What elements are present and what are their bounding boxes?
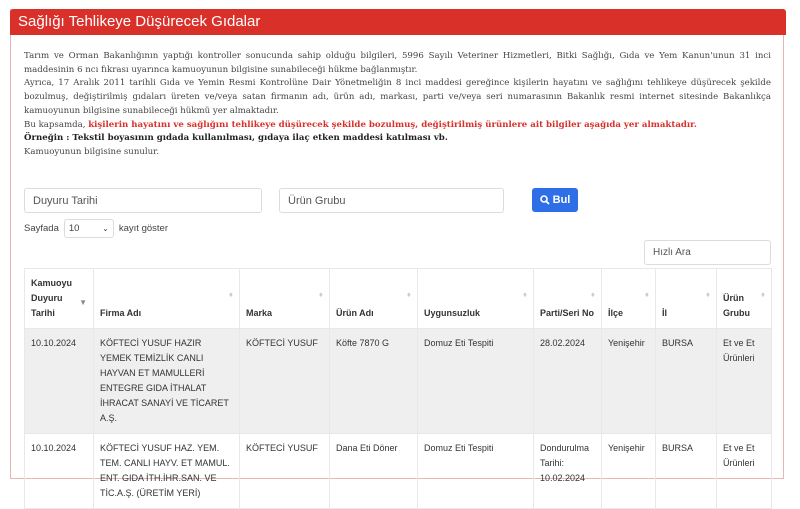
cell-product: Köfte 7870 G [329, 328, 418, 434]
intro-paragraph: Kamuoyunun bilgisine sunulur. [24, 146, 160, 157]
cell-group: Et ve Et Ürünleri [716, 433, 772, 509]
cell-batch: Dondurulma Tarihi: 10.02.2024 [533, 433, 602, 509]
column-label: Firma Adı [100, 308, 142, 318]
intro-paragraph: Ayrıca, 17 Aralık 2011 tarihli Gıda ve Y… [24, 78, 771, 116]
cell-batch: 28.02.2024 [533, 328, 602, 434]
foods-panel: Sağlığı Tehlikeye Düşürecek Gıdalar Tarı… [10, 9, 786, 509]
intro-prefix: Bu kapsamda, [24, 119, 89, 130]
column-header[interactable]: İlçe ♦ [601, 268, 656, 329]
page-length-select[interactable]: 10 ⌄ [63, 219, 114, 238]
cell-brand: KÖFTECİ YUSUF [239, 328, 330, 434]
search-button-label: Bul [552, 194, 571, 206]
column-label: Ürün Grubu [723, 293, 750, 318]
length-prefix: Sayfada [24, 223, 59, 234]
cell-company: KÖFTECİ YUSUF HAZ. YEM. TEM. CANLI HAYV.… [93, 433, 240, 509]
sort-icon: ♦ [318, 290, 323, 299]
column-header[interactable]: İl ♦ [655, 268, 717, 329]
column-header[interactable]: Ürün Adı ♦ [329, 268, 418, 329]
sort-icon: ♦ [228, 290, 233, 299]
cell-province: BURSA [655, 328, 717, 434]
table-row: 10.10.2024 KÖFTECİ YUSUF HAZ. YEM. TEM. … [24, 433, 772, 509]
column-label: Ürün Adı [336, 308, 374, 318]
table-header-row: Kamuoyu Duyuru Tarihi ▼ Firma Adı ♦ Marka ♦… [24, 268, 772, 329]
cell-violation: Domuz Eti Tespiti [417, 433, 534, 509]
column-header[interactable]: Parti/Seri No ♦ [533, 268, 602, 329]
column-label: Marka [246, 308, 273, 318]
intro-highlight: kişilerin hayatını ve sağlığını tehlikey… [88, 119, 697, 130]
cell-date: 10.10.2024 [24, 433, 94, 509]
column-label: Parti/Seri No [540, 308, 595, 318]
sort-icon: ♦ [406, 290, 411, 299]
intro-paragraph: Tarım ve Orman Bakanlığının yaptığı kont… [24, 51, 771, 75]
column-header[interactable]: Uygunsuzluk ♦ [417, 268, 534, 329]
column-header[interactable]: Ürün Grubu ♦ [716, 268, 772, 329]
sort-icon: ♦ [705, 290, 710, 299]
chevron-down-icon: ⌄ [102, 224, 109, 233]
cell-company: KÖFTECİ YUSUF HAZIR YEMEK TEMİZLİK CANLI… [93, 328, 240, 434]
table-row: 10.10.2024 KÖFTECİ YUSUF HAZIR YEMEK TEM… [24, 328, 772, 434]
search-icon [539, 195, 550, 205]
sort-icon: ♦ [644, 290, 649, 299]
page-length: Sayfada 10 ⌄ kayıt göster [24, 219, 168, 238]
date-filter-input[interactable]: Duyuru Tarihi [24, 188, 262, 213]
intro-paragraph: Bu kapsamda, kişilerin hayatını ve sağlı… [24, 119, 771, 133]
cell-province: BURSA [655, 433, 717, 509]
cell-date: 10.10.2024 [24, 328, 94, 434]
group-filter-input[interactable]: Ürün Grubu [279, 188, 504, 213]
column-label: İlçe [608, 308, 624, 318]
column-label: İl [662, 308, 668, 318]
cell-product: Dana Eti Döner [329, 433, 418, 509]
column-header[interactable]: Kamuoyu Duyuru Tarihi ▼ [24, 268, 94, 329]
page-length-value: 10 [68, 223, 80, 234]
column-header[interactable]: Firma Adı ♦ [93, 268, 240, 329]
sort-icon: ▼ [79, 298, 87, 307]
cell-district: Yenişehir [601, 328, 656, 434]
intro-text: Tarım ve Orman Bakanlığının yaptığı kont… [24, 50, 771, 160]
cell-violation: Domuz Eti Tespiti [417, 328, 534, 434]
column-label: Kamuoyu Duyuru Tarihi [31, 278, 73, 318]
intro-example: Örneğin : Tekstil boyasının gıdada kulla… [24, 133, 448, 144]
foods-table: Kamuoyu Duyuru Tarihi ▼ Firma Adı ♦ Marka ♦… [24, 268, 772, 509]
cell-group: Et ve Et Ürünleri [716, 328, 772, 434]
sort-icon: ♦ [590, 290, 595, 299]
search-button[interactable]: Bul [532, 188, 578, 212]
sort-icon: ♦ [522, 290, 527, 299]
page-title: Sağlığı Tehlikeye Düşürecek Gıdalar [10, 9, 786, 35]
quick-search-input[interactable]: Hızlı Ara [644, 240, 771, 265]
column-label: Uygunsuzluk [424, 308, 481, 318]
sort-icon: ♦ [760, 290, 765, 299]
cell-district: Yenişehir [601, 433, 656, 509]
column-header[interactable]: Marka ♦ [239, 268, 330, 329]
length-suffix: kayıt göster [118, 223, 168, 234]
cell-brand: KÖFTECİ YUSUF [239, 433, 330, 509]
